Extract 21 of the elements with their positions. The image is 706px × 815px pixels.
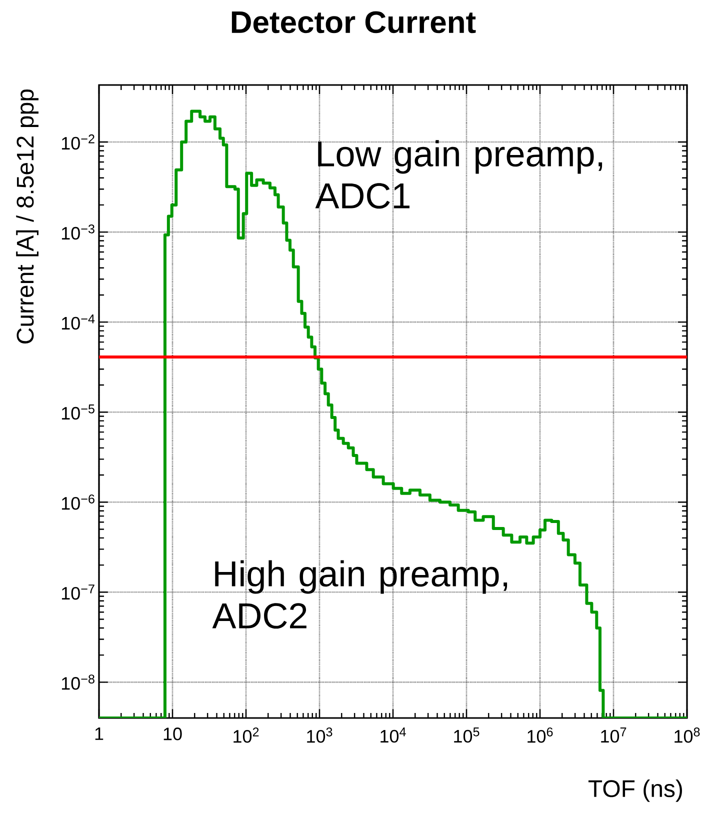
x-tick-label: 1: [95, 728, 104, 740]
annotation: High gain preamp, ADC2: [212, 560, 508, 629]
x-tick-label: 10$^{3}$: [307, 728, 332, 743]
y-tick-label: 10$^{−5}$: [62, 404, 94, 420]
y-tick-label: 10$^{−8}$: [62, 674, 94, 690]
x-tick-label: 10$^{2}$: [234, 728, 259, 743]
x-tick-label: 10: [164, 728, 182, 740]
chart-title: Detector Current: [232, 11, 476, 34]
y-tick-label: 10$^{−2}$: [62, 134, 94, 150]
annotation: Low gain preamp, ADC1: [315, 140, 602, 209]
x-tick-label: 10$^{8}$: [674, 728, 700, 743]
y-axis-title: Current [A] / 8.5e12 ppp: [16, 90, 38, 344]
x-tick-label: 10$^{5}$: [454, 728, 480, 743]
x-axis-title: TOF (ns): [588, 780, 682, 802]
y-tick-label: 10$^{−4}$: [62, 314, 95, 330]
x-tick-label: 10$^{6}$: [528, 728, 553, 743]
y-tick-label: 10$^{−3}$: [62, 224, 94, 240]
x-tick-label: 10$^{4}$: [380, 728, 406, 743]
x-tick-label: 10$^{7}$: [601, 728, 626, 743]
y-tick-label: 10$^{−7}$: [62, 584, 94, 600]
y-tick-label: 10$^{−6}$: [62, 494, 94, 510]
